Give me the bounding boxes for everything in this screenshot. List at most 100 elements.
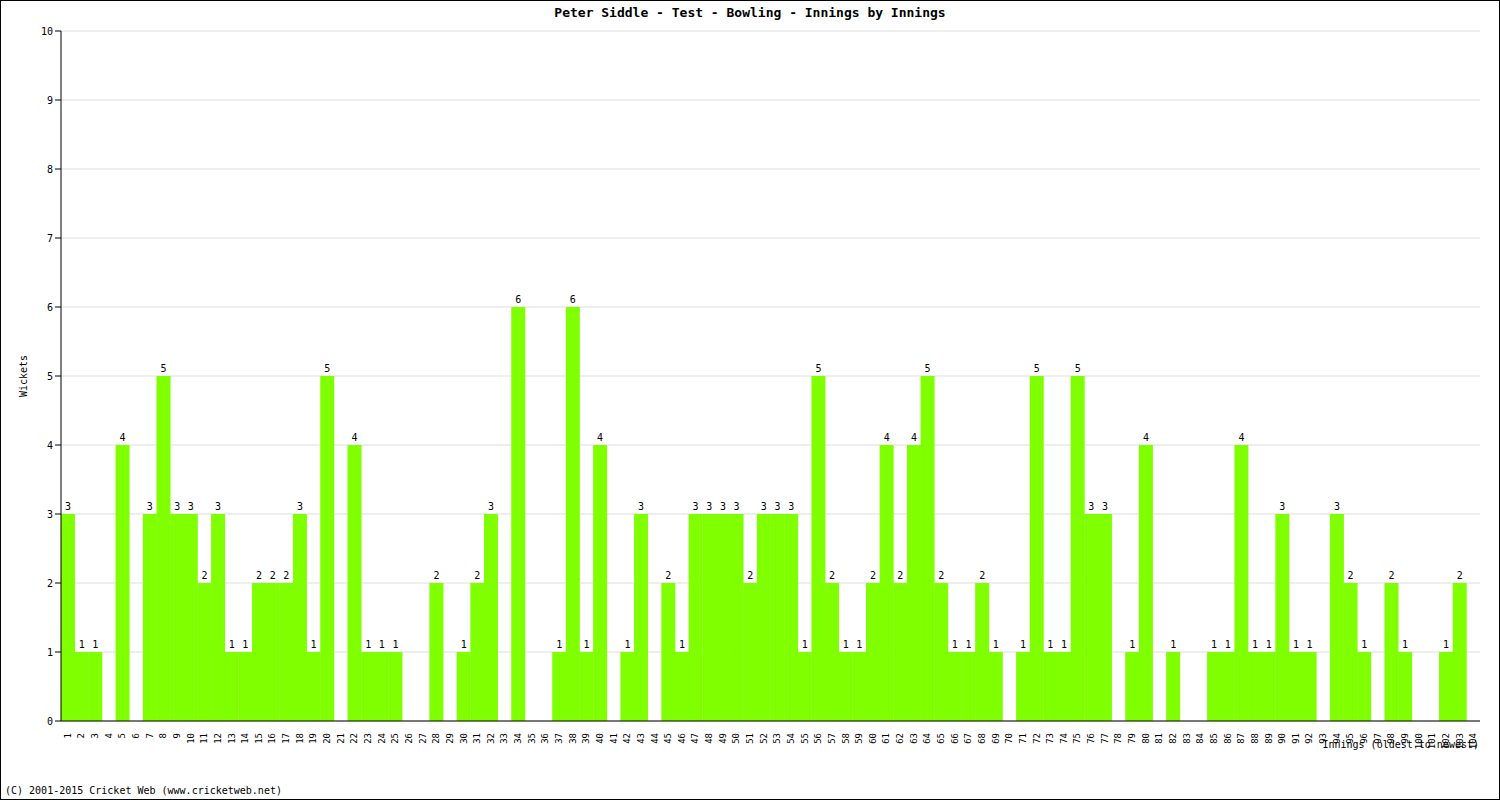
svg-text:72: 72 xyxy=(1032,733,1042,744)
svg-text:4: 4 xyxy=(120,432,126,443)
svg-text:3: 3 xyxy=(1334,501,1340,512)
svg-text:2: 2 xyxy=(256,570,262,581)
svg-text:47: 47 xyxy=(690,733,700,744)
svg-text:3: 3 xyxy=(788,501,794,512)
svg-text:54: 54 xyxy=(786,733,796,744)
svg-text:8: 8 xyxy=(158,733,168,738)
svg-text:44: 44 xyxy=(650,733,660,744)
svg-text:20: 20 xyxy=(322,733,332,744)
svg-text:32: 32 xyxy=(486,733,496,744)
svg-text:3: 3 xyxy=(774,501,780,512)
svg-text:59: 59 xyxy=(854,733,864,744)
svg-text:10: 10 xyxy=(41,26,53,37)
svg-text:4: 4 xyxy=(911,432,917,443)
svg-text:1: 1 xyxy=(392,639,398,650)
svg-text:2: 2 xyxy=(433,570,439,581)
svg-text:1: 1 xyxy=(1266,639,1272,650)
svg-text:3: 3 xyxy=(147,501,153,512)
svg-text:22: 22 xyxy=(349,733,359,744)
svg-text:64: 64 xyxy=(922,733,932,744)
svg-text:4: 4 xyxy=(1143,432,1149,443)
svg-text:38: 38 xyxy=(568,733,578,744)
svg-text:1: 1 xyxy=(1402,639,1408,650)
svg-text:70: 70 xyxy=(1004,733,1014,744)
svg-text:84: 84 xyxy=(1195,733,1205,744)
svg-text:1: 1 xyxy=(993,639,999,650)
svg-text:92: 92 xyxy=(1304,733,1314,744)
svg-text:26: 26 xyxy=(404,733,414,744)
svg-text:1: 1 xyxy=(679,639,685,650)
svg-text:31: 31 xyxy=(472,733,482,744)
svg-text:37: 37 xyxy=(554,733,564,744)
svg-text:5: 5 xyxy=(324,363,330,374)
svg-text:2: 2 xyxy=(870,570,876,581)
svg-text:1: 1 xyxy=(843,639,849,650)
svg-text:3: 3 xyxy=(1088,501,1094,512)
svg-text:1: 1 xyxy=(1061,639,1067,650)
svg-text:1: 1 xyxy=(1020,639,1026,650)
svg-text:2: 2 xyxy=(829,570,835,581)
svg-text:5: 5 xyxy=(47,371,53,382)
svg-text:71: 71 xyxy=(1018,733,1028,744)
svg-text:82: 82 xyxy=(1168,733,1178,744)
svg-text:51: 51 xyxy=(745,733,755,744)
svg-text:66: 66 xyxy=(950,733,960,744)
svg-text:79: 79 xyxy=(1127,733,1137,744)
svg-text:57: 57 xyxy=(827,733,837,744)
svg-text:63: 63 xyxy=(909,733,919,744)
svg-text:4: 4 xyxy=(1238,432,1244,443)
svg-text:1: 1 xyxy=(92,639,98,650)
svg-text:3: 3 xyxy=(188,501,194,512)
svg-text:18: 18 xyxy=(295,733,305,744)
svg-text:65: 65 xyxy=(936,733,946,744)
svg-text:1: 1 xyxy=(583,639,589,650)
svg-text:78: 78 xyxy=(1113,733,1123,744)
svg-text:1: 1 xyxy=(365,639,371,650)
svg-text:28: 28 xyxy=(431,733,441,744)
svg-text:5: 5 xyxy=(815,363,821,374)
svg-text:30: 30 xyxy=(459,733,469,744)
svg-text:36: 36 xyxy=(540,733,550,744)
svg-text:2: 2 xyxy=(1348,570,1354,581)
svg-text:85: 85 xyxy=(1209,733,1219,744)
svg-text:80: 80 xyxy=(1141,733,1151,744)
svg-text:53: 53 xyxy=(772,733,782,744)
svg-text:10: 10 xyxy=(186,733,196,744)
svg-text:5: 5 xyxy=(925,363,931,374)
svg-text:11: 11 xyxy=(199,733,209,744)
svg-text:76: 76 xyxy=(1086,733,1096,744)
svg-text:48: 48 xyxy=(704,733,714,744)
svg-text:2: 2 xyxy=(979,570,985,581)
svg-text:1: 1 xyxy=(856,639,862,650)
svg-text:88: 88 xyxy=(1250,733,1260,744)
svg-text:3: 3 xyxy=(1279,501,1285,512)
svg-text:9: 9 xyxy=(47,95,53,106)
svg-text:1: 1 xyxy=(802,639,808,650)
svg-text:6: 6 xyxy=(570,294,576,305)
svg-text:1: 1 xyxy=(624,639,630,650)
svg-text:50: 50 xyxy=(731,733,741,744)
svg-text:8: 8 xyxy=(47,164,53,175)
svg-text:4: 4 xyxy=(47,440,53,451)
svg-text:90: 90 xyxy=(1277,733,1287,744)
svg-text:2: 2 xyxy=(201,570,207,581)
svg-text:2: 2 xyxy=(747,570,753,581)
svg-text:9: 9 xyxy=(172,733,182,738)
svg-text:43: 43 xyxy=(636,733,646,744)
svg-text:2: 2 xyxy=(474,570,480,581)
svg-text:62: 62 xyxy=(895,733,905,744)
svg-text:5: 5 xyxy=(117,733,127,738)
svg-text:67: 67 xyxy=(963,733,973,744)
svg-text:39: 39 xyxy=(581,733,591,744)
svg-text:5: 5 xyxy=(1075,363,1081,374)
svg-text:12: 12 xyxy=(213,733,223,744)
svg-text:2: 2 xyxy=(1388,570,1394,581)
svg-text:41: 41 xyxy=(609,733,619,744)
svg-text:69: 69 xyxy=(991,733,1001,744)
svg-text:2: 2 xyxy=(938,570,944,581)
svg-text:5: 5 xyxy=(1034,363,1040,374)
svg-text:1: 1 xyxy=(63,733,73,738)
svg-text:3: 3 xyxy=(65,501,71,512)
svg-text:1: 1 xyxy=(1129,639,1135,650)
svg-text:1: 1 xyxy=(242,639,248,650)
